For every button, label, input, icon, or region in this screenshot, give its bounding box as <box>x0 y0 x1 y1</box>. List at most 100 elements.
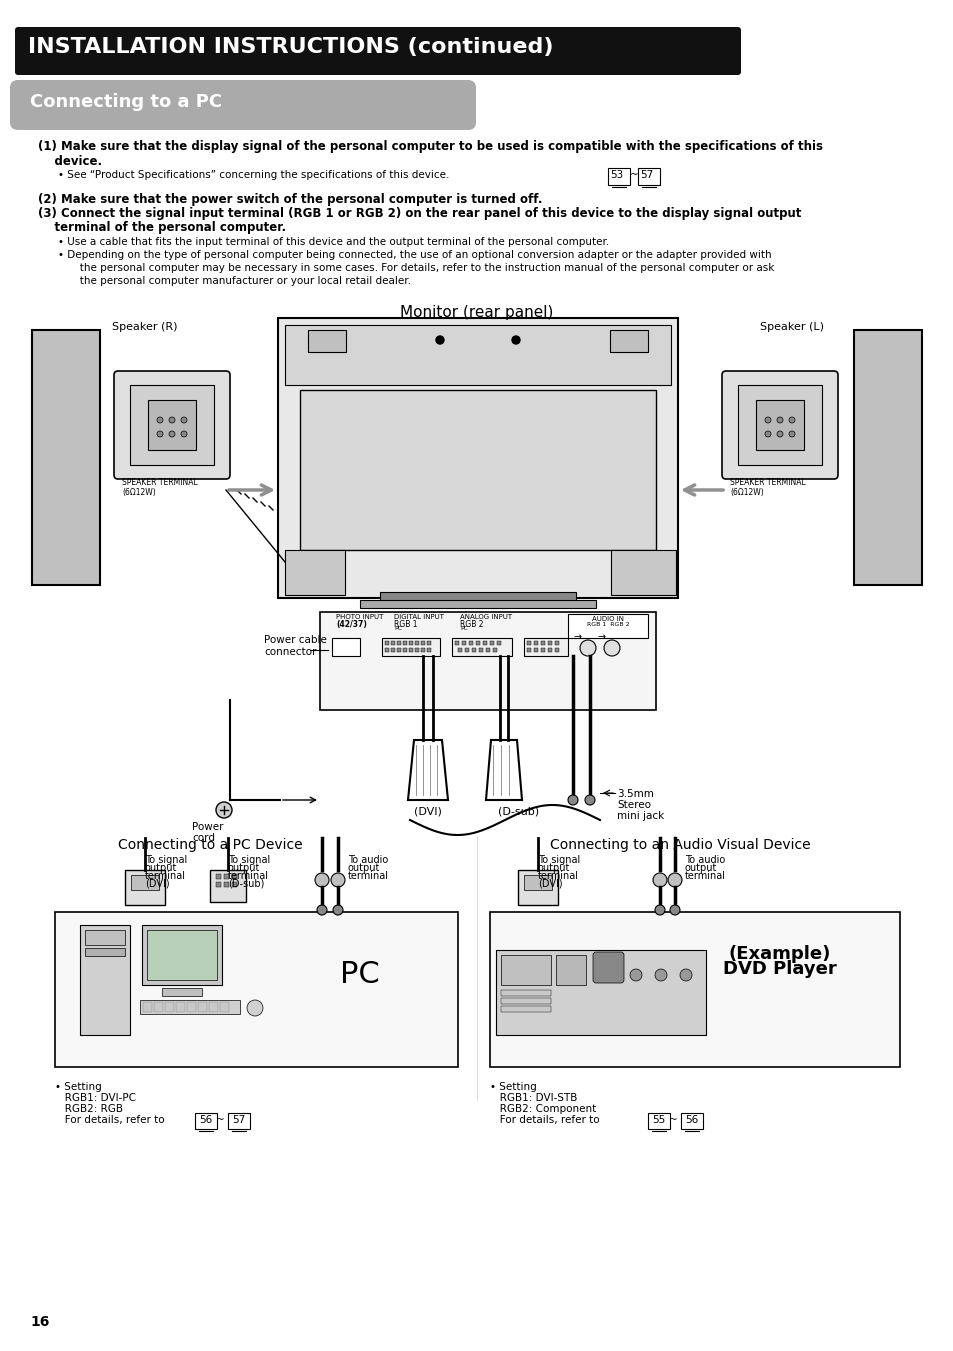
Circle shape <box>679 969 691 981</box>
Circle shape <box>584 794 595 805</box>
Text: To signal: To signal <box>537 855 579 865</box>
Bar <box>607 168 629 185</box>
Bar <box>482 640 486 644</box>
Circle shape <box>512 336 519 345</box>
Bar <box>476 640 479 644</box>
Bar <box>738 385 821 465</box>
Circle shape <box>667 873 681 888</box>
Bar <box>464 648 469 653</box>
Text: 55: 55 <box>652 1115 665 1125</box>
Circle shape <box>157 431 163 436</box>
Bar <box>497 640 500 644</box>
Bar <box>194 1113 216 1129</box>
Text: ~: ~ <box>668 1115 677 1125</box>
Bar <box>853 330 921 585</box>
Text: DVD Player: DVD Player <box>722 961 836 978</box>
Bar <box>391 648 395 653</box>
Bar <box>500 1006 551 1012</box>
Circle shape <box>603 640 619 657</box>
Text: (DVI): (DVI) <box>537 880 562 889</box>
Text: Connecting to an Audio Visual Device: Connecting to an Audio Visual Device <box>549 838 809 852</box>
Bar <box>402 648 407 653</box>
Text: 57: 57 <box>233 1115 245 1125</box>
Circle shape <box>788 431 794 436</box>
Bar <box>547 648 552 653</box>
Bar <box>131 875 159 890</box>
Bar <box>534 648 537 653</box>
Bar <box>32 330 100 585</box>
Text: RGB 2: RGB 2 <box>459 620 483 630</box>
Bar <box>55 912 457 1067</box>
Text: PC: PC <box>394 626 401 631</box>
Text: cord: cord <box>192 834 214 843</box>
Circle shape <box>776 431 782 436</box>
Circle shape <box>764 417 770 423</box>
Circle shape <box>788 417 794 423</box>
Bar <box>148 400 195 450</box>
Text: RGB1: DVI-STB: RGB1: DVI-STB <box>490 1093 577 1102</box>
Text: AUDIO IN: AUDIO IN <box>592 616 623 621</box>
Bar <box>680 1113 702 1129</box>
Text: To signal: To signal <box>145 855 187 865</box>
Bar <box>523 638 567 657</box>
Bar <box>427 648 431 653</box>
Text: ~: ~ <box>215 1115 224 1125</box>
Circle shape <box>629 969 641 981</box>
Circle shape <box>181 417 187 423</box>
Bar <box>485 648 490 653</box>
Bar <box>493 648 497 653</box>
FancyBboxPatch shape <box>721 372 837 480</box>
Bar <box>175 1002 185 1012</box>
Bar <box>396 648 400 653</box>
Text: (42/37): (42/37) <box>335 620 367 630</box>
FancyBboxPatch shape <box>10 80 476 130</box>
Text: To signal: To signal <box>228 855 270 865</box>
Text: the personal computer manufacturer or your local retail dealer.: the personal computer manufacturer or yo… <box>70 276 411 286</box>
Bar <box>391 640 395 644</box>
Bar <box>224 882 229 888</box>
Text: Power: Power <box>192 821 223 832</box>
Circle shape <box>169 417 174 423</box>
Text: For details, refer to: For details, refer to <box>55 1115 165 1125</box>
Bar <box>500 990 551 996</box>
Bar <box>523 875 552 890</box>
Text: • Use a cable that fits the input terminal of this device and the output termina: • Use a cable that fits the input termin… <box>58 236 609 247</box>
Bar <box>427 640 431 644</box>
Text: Stereo: Stereo <box>617 800 650 811</box>
Text: 57: 57 <box>639 170 653 180</box>
Circle shape <box>331 873 345 888</box>
Text: terminal: terminal <box>684 871 725 881</box>
Text: Connecting to a PC Device: Connecting to a PC Device <box>117 838 302 852</box>
Bar <box>415 640 418 644</box>
Text: 16: 16 <box>30 1315 50 1329</box>
Bar <box>143 1002 152 1012</box>
Text: PC: PC <box>459 626 468 631</box>
Text: device.: device. <box>38 155 102 168</box>
Text: Monitor (rear panel): Monitor (rear panel) <box>400 305 553 320</box>
Bar <box>500 955 551 985</box>
Text: Power cable
connector: Power cable connector <box>264 635 327 657</box>
Text: PC: PC <box>340 961 379 989</box>
Bar <box>385 640 389 644</box>
Text: 56: 56 <box>684 1115 698 1125</box>
Bar <box>396 640 400 644</box>
Bar <box>420 648 424 653</box>
Text: (1) Make sure that the display signal of the personal computer to be used is com: (1) Make sure that the display signal of… <box>38 141 822 153</box>
Bar <box>455 640 458 644</box>
Bar <box>80 925 130 1035</box>
Bar <box>461 640 465 644</box>
Text: (3) Connect the signal input terminal (RGB 1 or RGB 2) on the rear panel of this: (3) Connect the signal input terminal (R… <box>38 207 801 220</box>
Bar <box>517 870 558 905</box>
Bar <box>555 640 558 644</box>
Circle shape <box>655 969 666 981</box>
Text: →: → <box>574 632 581 642</box>
Circle shape <box>436 336 443 345</box>
Bar <box>638 168 659 185</box>
Bar <box>381 638 439 657</box>
Text: →: → <box>598 632 605 642</box>
Text: 56: 56 <box>199 1115 213 1125</box>
Text: terminal: terminal <box>145 871 186 881</box>
Bar <box>285 326 670 385</box>
Bar <box>409 648 413 653</box>
Bar <box>500 998 551 1004</box>
